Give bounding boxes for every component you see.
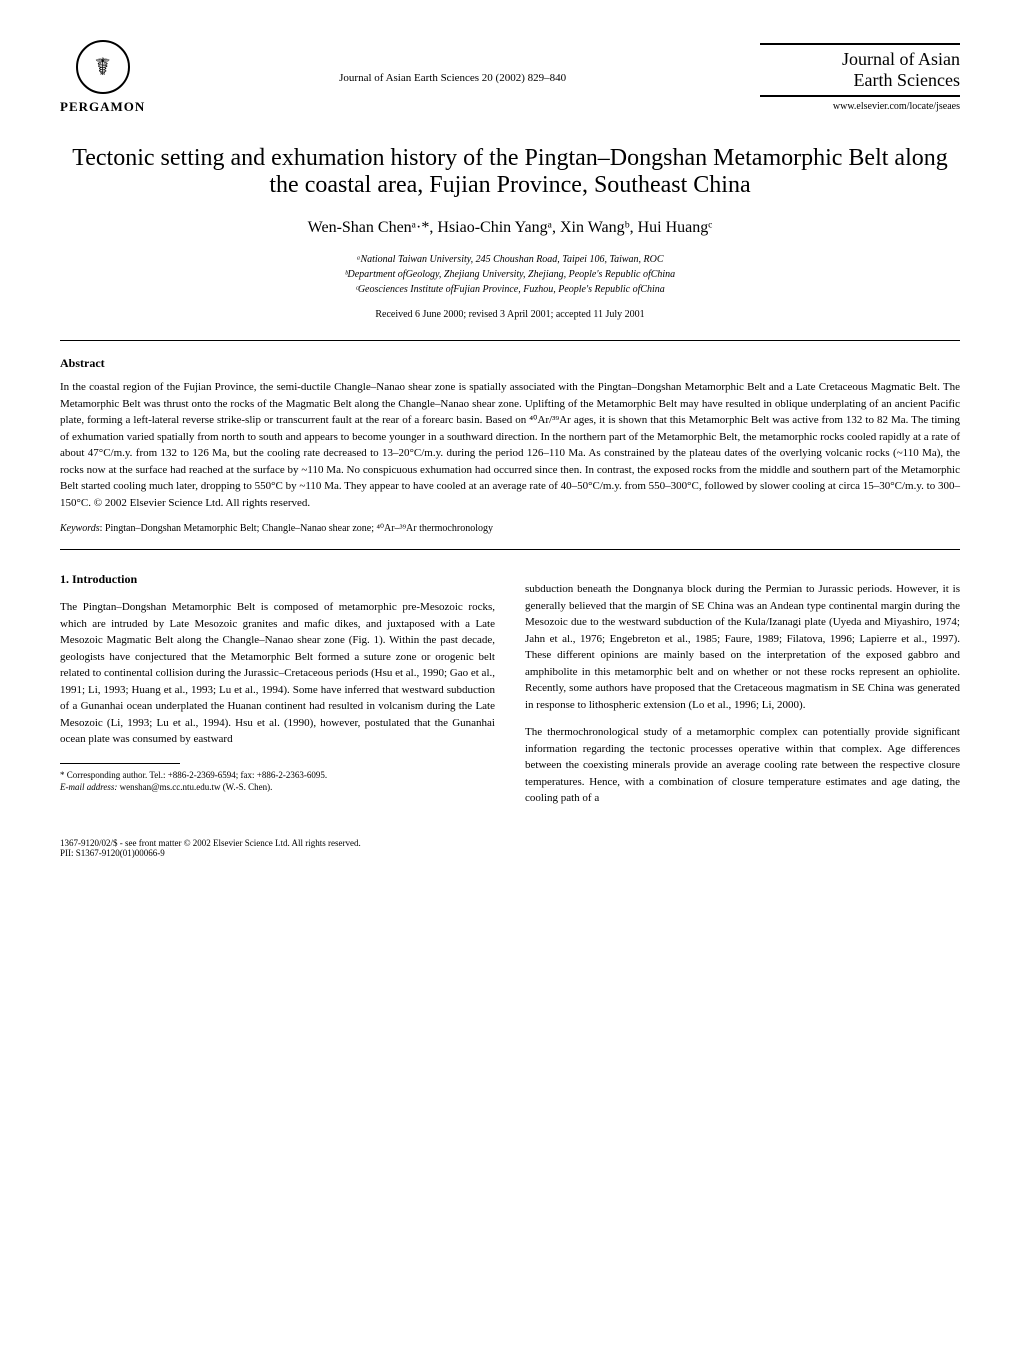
footnote: * Corresponding author. Tel.: +886-2-236…: [60, 769, 495, 794]
abstract-label: Abstract: [60, 356, 960, 371]
right-column: subduction beneath the Dongnanya block d…: [525, 570, 960, 818]
divider-top: [60, 340, 960, 341]
received-dates: Received 6 June 2000; revised 3 April 20…: [60, 309, 960, 320]
keywords-label: Keywords: [60, 523, 100, 534]
affiliation-b: ᵇDepartment ofGeology, Zhejiang Universi…: [60, 267, 960, 282]
footer-line1: 1367-9120/02/$ - see front matter © 2002…: [60, 838, 960, 848]
journal-name-line1: Journal of Asian: [842, 49, 960, 69]
publisher-logo: ☤ PERGAMON: [60, 40, 145, 115]
footnote-email-label: E-mail address:: [60, 782, 117, 792]
article-title: Tectonic setting and exhumation history …: [60, 145, 960, 199]
journal-url: www.elsevier.com/locate/jseaes: [760, 101, 960, 112]
affiliations: ᵃNational Taiwan University, 245 Chousha…: [60, 252, 960, 297]
affiliation-a: ᵃNational Taiwan University, 245 Chousha…: [60, 252, 960, 267]
journal-name: Journal of Asian Earth Sciences: [760, 43, 960, 97]
intro-paragraph-2: subduction beneath the Dongnanya block d…: [525, 581, 960, 713]
journal-name-block: Journal of Asian Earth Sciences www.else…: [760, 43, 960, 112]
intro-paragraph-1: The Pingtan–Dongshan Metamorphic Belt is…: [60, 599, 495, 748]
keywords: Keywords: Pingtan–Dongshan Metamorphic B…: [60, 523, 960, 534]
logo-text: PERGAMON: [60, 99, 145, 115]
journal-reference: Journal of Asian Earth Sciences 20 (2002…: [339, 72, 566, 84]
footnote-separator: [60, 763, 180, 764]
affiliation-c: ᶜGeosciences Institute ofFujian Province…: [60, 282, 960, 297]
left-column: 1. Introduction The Pingtan–Dongshan Met…: [60, 570, 495, 818]
footnote-line1: * Corresponding author. Tel.: +886-2-236…: [60, 769, 495, 782]
authors: Wen-Shan Chenᵃ·*, Hsiao-Chin Yangᵃ, Xin …: [60, 219, 960, 237]
abstract-text: In the coastal region of the Fujian Prov…: [60, 379, 960, 511]
keywords-text: : Pingtan–Dongshan Metamorphic Belt; Cha…: [100, 523, 493, 534]
divider-bottom: [60, 549, 960, 550]
body-columns: 1. Introduction The Pingtan–Dongshan Met…: [60, 570, 960, 818]
section-heading: 1. Introduction: [60, 570, 495, 588]
footer: 1367-9120/02/$ - see front matter © 2002…: [60, 838, 960, 858]
footnote-line2: E-mail address: wenshan@ms.cc.ntu.edu.tw…: [60, 781, 495, 794]
intro-paragraph-3: The thermochronological study of a metam…: [525, 724, 960, 807]
footnote-email-text: wenshan@ms.cc.ntu.edu.tw (W.-S. Chen).: [117, 782, 272, 792]
header: ☤ PERGAMON Journal of Asian Earth Scienc…: [60, 40, 960, 115]
logo-circle: ☤: [76, 40, 130, 94]
journal-name-line2: Earth Sciences: [854, 70, 960, 90]
footer-line2: PII: S1367-9120(01)00066-9: [60, 848, 960, 858]
logo-icon: ☤: [95, 53, 111, 82]
